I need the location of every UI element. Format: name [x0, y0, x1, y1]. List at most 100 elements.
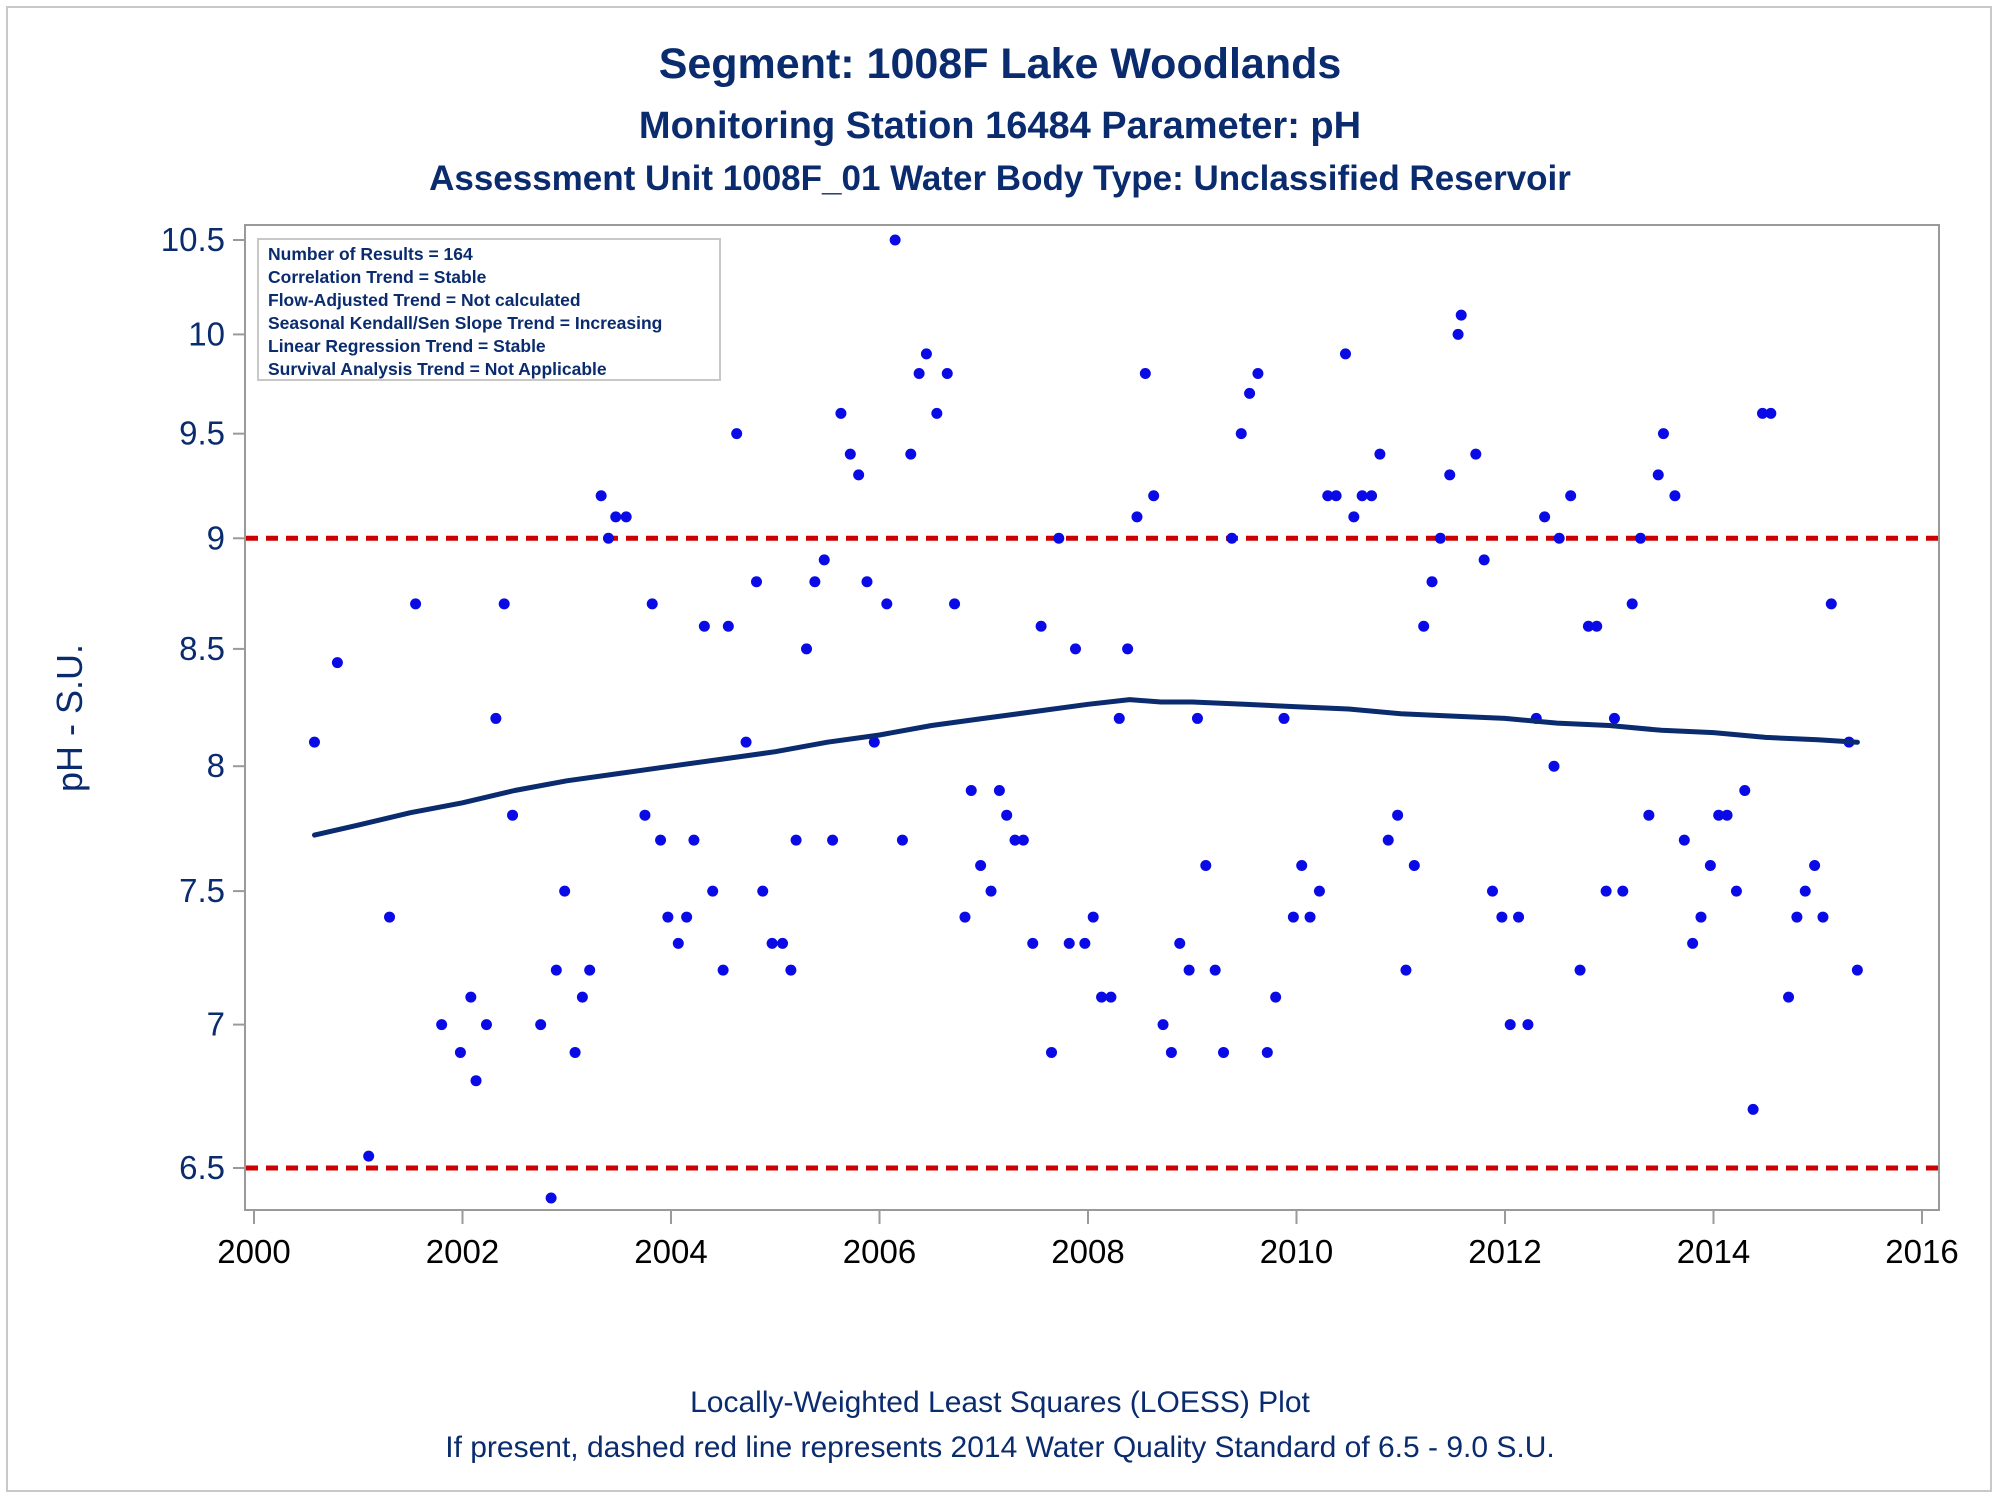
data-point — [1825, 598, 1837, 610]
y-tick-label: 7.5 — [179, 872, 225, 909]
data-point — [1765, 407, 1777, 419]
data-point — [308, 736, 320, 748]
x-tick-label: 2010 — [1260, 1233, 1333, 1270]
data-point — [1678, 834, 1690, 846]
data-point — [1783, 991, 1795, 1003]
stats-line-linear-regression: Linear Regression Trend = Stable — [268, 336, 546, 356]
data-points — [308, 234, 1863, 1204]
data-point — [1791, 911, 1803, 923]
data-point — [1374, 448, 1386, 460]
data-point — [785, 964, 797, 976]
data-point — [1522, 1019, 1534, 1031]
data-point — [1009, 834, 1021, 846]
data-point — [436, 1019, 448, 1031]
data-point — [896, 834, 908, 846]
data-point — [559, 885, 571, 897]
data-point — [662, 911, 674, 923]
data-point — [1131, 511, 1143, 523]
data-point — [1304, 911, 1316, 923]
data-point — [646, 598, 658, 610]
data-point — [905, 448, 917, 460]
data-point — [569, 1046, 581, 1058]
data-point — [1548, 760, 1560, 772]
data-point — [1617, 885, 1629, 897]
x-tick-label: 2002 — [426, 1233, 499, 1270]
chart-subtitle-assessment: Assessment Unit 1008F_01 Water Body Type… — [429, 159, 1571, 198]
y-tick-label: 6.5 — [179, 1149, 225, 1186]
data-point — [1244, 387, 1256, 399]
data-point — [1165, 1046, 1177, 1058]
data-point — [507, 809, 519, 821]
loess-curve — [312, 697, 1860, 838]
data-point — [827, 834, 839, 846]
data-point — [1434, 532, 1446, 544]
stats-line-survival: Survival Analysis Trend = Not Applicable — [268, 359, 607, 379]
data-point — [1591, 620, 1603, 632]
data-point — [550, 964, 562, 976]
data-point — [490, 712, 502, 724]
data-point — [498, 598, 510, 610]
data-point — [1200, 859, 1212, 871]
y-tick-label: 8 — [207, 747, 225, 784]
data-point — [959, 911, 971, 923]
data-point — [1486, 885, 1498, 897]
data-point — [1148, 490, 1160, 502]
data-point — [1539, 511, 1551, 523]
data-point — [384, 911, 396, 923]
data-point — [1261, 1046, 1273, 1058]
data-point — [931, 407, 943, 419]
y-tick-label: 7 — [207, 1006, 225, 1043]
data-point — [545, 1192, 557, 1204]
data-point — [1139, 368, 1151, 380]
data-point — [1183, 964, 1195, 976]
data-point — [1713, 809, 1725, 821]
data-point — [639, 809, 651, 821]
data-point — [1418, 620, 1430, 632]
data-point — [584, 964, 596, 976]
data-point — [535, 1019, 547, 1031]
data-point — [766, 937, 778, 949]
y-axis: 6.5 7 7.5 8 8.5 9 9.5 10 10.5 — [161, 221, 246, 1210]
data-point — [1582, 620, 1594, 632]
data-point — [1322, 490, 1334, 502]
data-point — [717, 964, 729, 976]
data-point — [1704, 859, 1716, 871]
data-point — [1382, 834, 1394, 846]
data-point — [1252, 368, 1264, 380]
data-point — [1270, 991, 1282, 1003]
data-point — [1652, 469, 1664, 481]
data-point — [1669, 490, 1681, 502]
data-point — [750, 576, 762, 588]
data-point — [1809, 859, 1821, 871]
data-point — [1496, 911, 1508, 923]
data-point — [1400, 964, 1412, 976]
data-point — [1408, 859, 1420, 871]
stats-box-border — [257, 238, 721, 381]
data-point — [790, 834, 802, 846]
data-point — [1313, 885, 1325, 897]
data-point — [1348, 511, 1360, 523]
x-tick-label: 2016 — [1885, 1233, 1958, 1270]
data-point — [576, 991, 588, 1003]
data-point — [1504, 1019, 1516, 1031]
data-point — [1079, 937, 1091, 949]
data-point — [722, 620, 734, 632]
data-point — [655, 834, 667, 846]
data-point — [1287, 911, 1299, 923]
data-point — [454, 1046, 466, 1058]
x-tick-label: 2008 — [1051, 1233, 1124, 1270]
data-point — [985, 885, 997, 897]
data-point — [1392, 809, 1404, 821]
stats-line-flow-adjusted: Flow-Adjusted Trend = Not calculated — [268, 290, 581, 310]
data-point — [681, 911, 693, 923]
data-point — [913, 368, 925, 380]
data-point — [844, 448, 856, 460]
data-point — [610, 511, 622, 523]
data-point — [1063, 937, 1075, 949]
data-point — [1739, 785, 1751, 797]
x-axis: 2000 2002 2004 2006 2008 2010 2012 2014 2016 — [217, 1209, 1959, 1270]
stats-line-results: Number of Results = 164 — [268, 244, 473, 264]
data-point — [1478, 554, 1490, 566]
data-point — [1470, 448, 1482, 460]
